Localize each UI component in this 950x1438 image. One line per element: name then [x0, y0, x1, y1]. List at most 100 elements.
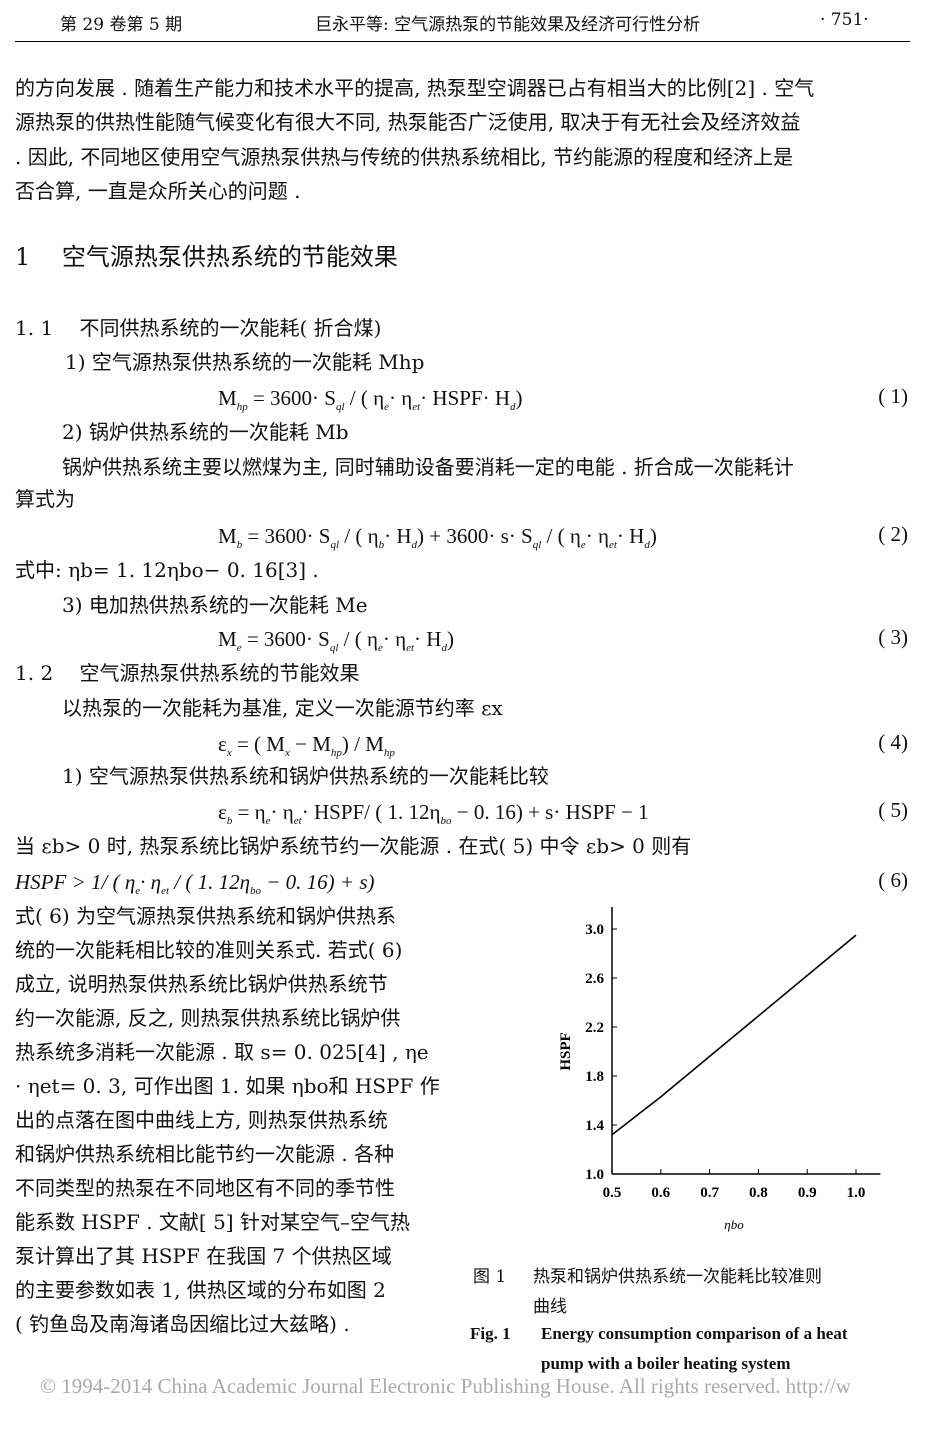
equation-part: hp: [236, 401, 248, 414]
equation-number: ( 2): [878, 522, 908, 546]
y-tick-label: 2.6: [585, 971, 604, 987]
subsection-heading: 1. 1 不同供热系统的一次能耗( 折合煤): [15, 316, 382, 340]
equation-part: d: [411, 539, 418, 552]
series-line: [611, 934, 857, 1136]
equation-part: · HSPF/ ( 1. 12η: [301, 800, 441, 824]
equation-part: d: [441, 642, 447, 655]
equation-part: b: [378, 539, 385, 552]
equation-part: / ( η: [338, 627, 378, 651]
x-tick-label: 0.9: [798, 1185, 817, 1201]
y-axis-label: HSPF: [558, 1032, 574, 1070]
paragraph-line: 当 εb> 0 时, 热泵系统比锅炉系统节约一次能源 . 在式( 5) 中令 ε…: [15, 834, 692, 858]
x-axis-label: ηbo: [724, 1217, 744, 1232]
subsection-heading: 1. 2 空气源热泵供热系统的节能效果: [15, 661, 360, 685]
column-line: 成立, 说明热泵供热系统比锅炉供热系统节: [15, 972, 388, 996]
equation: HSPF > 1/ ( ηe· ηet / ( 1. 12ηbo − 0. 16…: [15, 868, 375, 905]
equation-number: ( 5): [878, 798, 908, 822]
equation-part: bo: [440, 815, 452, 828]
item-text: 2) 锅炉供热系统的一次能耗 Mb: [62, 420, 349, 444]
equation-part: · η: [140, 870, 162, 894]
equation-part: · η: [388, 386, 413, 410]
equation-part: e: [236, 642, 242, 655]
equation-part: hp: [383, 747, 395, 760]
caption-en-2: pump with a boiler heating system: [541, 1354, 791, 1373]
equation-part: / ( η: [344, 386, 385, 410]
equation-part: = ( M: [231, 732, 285, 756]
equation-part: ): [515, 386, 523, 410]
equation-part: = 3600· S: [247, 386, 336, 410]
caption-cn-label: 图 1: [473, 1267, 507, 1287]
x-tick-label: 0.7: [700, 1185, 719, 1201]
equation-part: x: [226, 747, 232, 760]
equation: Mb = 3600· Sql / ( ηb· Hd) + 3600· s· Sq…: [218, 522, 657, 559]
column-line: 和锅炉供热系统相比能节约一次能源 . 各种: [15, 1142, 395, 1166]
y-tick-label: 2.2: [585, 1020, 604, 1036]
caption-cn-2: 曲线: [533, 1297, 567, 1317]
equation-part: et: [608, 539, 617, 552]
x-tick-label: 0.6: [651, 1185, 670, 1201]
equation-part: ) / M: [341, 732, 384, 756]
x-tick-label: 1.0: [847, 1185, 866, 1201]
equation-part: − M: [289, 732, 331, 756]
left-column-text: 式( 6) 为空气源热泵供热系统和锅炉供热系 统的一次能耗相比较的准则关系式. 若…: [15, 899, 455, 1341]
header-volume: 第 29 卷第 5 期: [60, 15, 183, 35]
equation-part: ): [446, 627, 454, 651]
equation-part: ) + 3600· s· S: [417, 524, 533, 548]
equation-part: e: [135, 885, 141, 898]
equation-part: · η: [585, 524, 609, 548]
equation: Mhp = 3600· Sql / ( ηe· ηet· HSPF· Hd): [218, 384, 523, 421]
equation-part: HSPF > 1/ ( η: [15, 870, 136, 894]
equation-part: · HSPF· H: [420, 386, 511, 410]
equation-part: ql: [532, 539, 542, 552]
item-text: 3) 电加热供热系统的一次能耗 Me: [62, 593, 368, 617]
equation-part: · H: [616, 524, 645, 548]
equation-part: ql: [329, 642, 339, 655]
y-tick-label: 1.4: [585, 1118, 604, 1134]
equation-part: e: [265, 815, 271, 828]
equation-part: b: [236, 539, 243, 552]
equation-part: · H: [414, 627, 442, 651]
intro-line: 否合算, 一直是众所关心的问题 .: [15, 179, 301, 203]
intro-line: 源热泵的供热性能随气候变化有很大不同, 热泵能否广泛使用, 取决于有无社会及经济…: [15, 110, 801, 134]
equation-part: · η: [270, 800, 294, 824]
caption-en-label: Fig. 1: [470, 1324, 511, 1343]
equation-part: · H: [384, 524, 412, 548]
equation-number: ( 4): [878, 730, 908, 754]
equation-part: b: [226, 815, 233, 828]
equation-note: 式中: ηb= 1. 12ηbo− 0. 16[3] .: [15, 558, 319, 582]
caption-en: Energy consumption comparison of a heat: [541, 1324, 848, 1343]
section-heading: 1 空气源热泵供热系统的节能效果: [15, 243, 398, 271]
item-text: 1) 空气源热泵供热系统和锅炉供热系统的一次能耗比较: [62, 764, 549, 788]
equation-part: ql: [330, 539, 340, 552]
paragraph-line: 算式为: [15, 487, 75, 511]
equation-part: ): [649, 524, 657, 548]
figure-1-chart: 0.5 0.6 0.7 0.8 0.9 1.0 1.0 1.4 1.8 2.2 2.6 3.0 HSPF…: [558, 907, 881, 1232]
column-line: 约一次能源, 反之, 则热泵供热系统比锅炉供: [15, 1006, 401, 1030]
equation-part: M: [218, 386, 237, 410]
equation-part: et: [406, 642, 415, 655]
equation-part: x: [284, 747, 290, 760]
equation-part: = η: [232, 800, 266, 824]
column-line: 不同类型的热泵在不同地区有不同的季节性: [15, 1176, 395, 1200]
equation-number: ( 1): [878, 384, 908, 408]
intro-line: 的方向发展 . 随着生产能力和技术水平的提高, 热泵型空调器已占有相当大的比例[…: [15, 76, 815, 100]
equation-part: − 0. 16) + s): [261, 870, 375, 894]
equation-number: ( 6): [878, 868, 908, 892]
equation-part: bo: [250, 885, 262, 898]
copyright-footer: © 1994-2014 China Academic Journal Elect…: [40, 1374, 851, 1398]
equation-part: ε: [218, 732, 227, 756]
column-line: 式( 6) 为空气源热泵供热系统和锅炉供热系: [15, 904, 397, 928]
equation-part: / ( 1. 12η: [169, 870, 251, 894]
equation-part: hp: [330, 747, 342, 760]
item-text: 1) 空气源热泵供热系统的一次能耗 Mhp: [65, 350, 425, 374]
equation: εb = ηe· ηet· HSPF/ ( 1. 12ηbo − 0. 16) …: [218, 798, 649, 835]
paragraph-line: 锅炉供热系统主要以燃煤为主, 同时辅助设备要消耗一定的电能 . 折合成一次能耗计: [62, 455, 794, 479]
column-line: 能系数 HSPF . 文献[ 5] 针对某空气–空气热: [15, 1210, 410, 1234]
column-line: · ηet= 0. 3, 可作出图 1. 如果 ηbo和 HSPF 作: [15, 1074, 440, 1098]
equation-part: · η: [382, 627, 407, 651]
equation-part: d: [510, 401, 516, 414]
y-tick-label: 1.0: [585, 1167, 604, 1183]
equation-part: / ( η: [339, 524, 379, 548]
paragraph-line: 以热泵的一次能耗为基准, 定义一次能源节约率 εx: [62, 696, 503, 720]
equation: Me = 3600· Sql / ( ηe· ηet· Hd): [218, 625, 454, 662]
